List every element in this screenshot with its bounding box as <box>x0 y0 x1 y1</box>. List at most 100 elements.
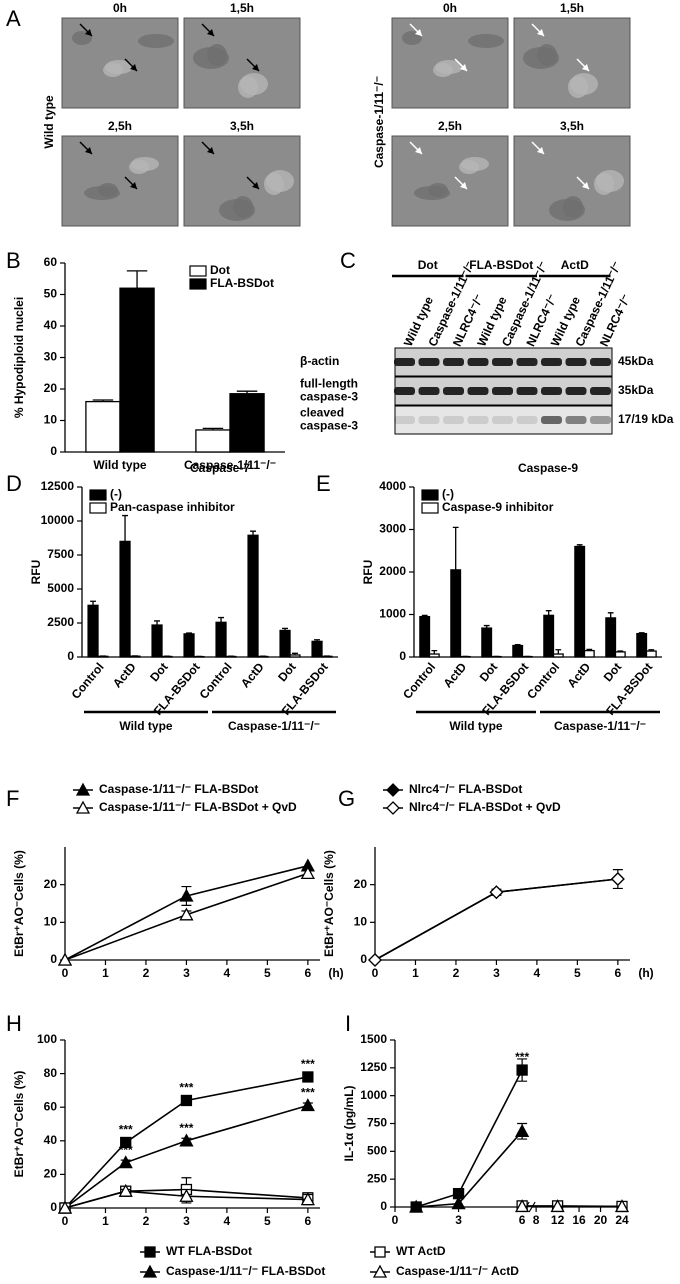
row-label: β-actin <box>300 354 339 368</box>
chart-title: Caspase-9 <box>518 461 578 475</box>
legend-swatch <box>89 502 107 514</box>
y-axis-label: EtBr⁺AO⁻Cells (%) <box>12 1071 26 1178</box>
series-line <box>64 1104 309 1209</box>
row-label: full-length <box>300 377 358 391</box>
cell <box>568 76 588 98</box>
legend-label: Nlrc4⁻/⁻ FLA-BSDot + QvD <box>409 800 561 814</box>
cell <box>129 160 149 174</box>
series-line <box>416 1130 523 1208</box>
error-bar <box>555 649 562 655</box>
micrograph <box>391 135 509 227</box>
bar <box>645 650 657 658</box>
panel-letter: I <box>345 1011 351 1036</box>
cell <box>523 47 559 69</box>
legend-label: Caspase-9 inhibitor <box>442 500 554 514</box>
y-axis-label: IL-1α (pg/mL) <box>342 1085 356 1161</box>
panel-letter: H <box>6 1011 22 1036</box>
marker <box>372 1264 388 1278</box>
error-bar <box>421 614 428 617</box>
band <box>443 387 464 395</box>
error-bar <box>250 530 257 536</box>
group-label: ActD <box>561 258 589 272</box>
series-line <box>415 1069 523 1208</box>
band <box>492 416 513 424</box>
marker <box>57 952 73 966</box>
arrow-head <box>130 64 137 71</box>
x-tick-label: 1 <box>412 966 419 980</box>
x-tick-label: 3 <box>183 966 190 980</box>
bar <box>419 615 431 658</box>
group-label: FLA-BSDot <box>469 258 533 272</box>
annotation: *** <box>179 1121 193 1135</box>
legend-label: (-) <box>442 487 454 501</box>
marker <box>550 1199 565 1213</box>
row-label: Caspase-1/11⁻/⁻ <box>372 76 386 168</box>
bar <box>279 629 291 658</box>
x-tick-label: Dot <box>601 660 625 684</box>
band <box>541 387 562 395</box>
legend-label: Caspase-1/11⁻/⁻ FLA-BSDot <box>99 782 258 796</box>
band <box>590 416 611 424</box>
x-tick-label: Control <box>524 660 562 702</box>
group-label: Caspase-1/11⁻/⁻ <box>554 719 646 733</box>
panel-letter: A <box>6 6 21 31</box>
x-tick-label: 1 <box>102 1214 109 1228</box>
band <box>443 358 464 366</box>
panel-letter: G <box>338 786 355 811</box>
legend-swatch <box>421 489 439 501</box>
marker <box>57 1200 73 1214</box>
marker <box>179 907 194 921</box>
x-tick-label: 3 <box>493 966 500 980</box>
marker <box>374 1246 386 1258</box>
error-bar <box>236 390 258 394</box>
error-bar <box>648 649 655 652</box>
legend-label: WT FLA-BSDot <box>166 1244 252 1258</box>
marker <box>302 1071 314 1083</box>
cell <box>219 199 255 221</box>
x-tick-label: ActD <box>564 660 593 691</box>
group-label: Wild type <box>119 719 173 733</box>
y-axis-label: % Hypodiploid nuclei <box>12 297 26 418</box>
bar <box>183 633 195 658</box>
marker <box>614 1199 630 1213</box>
series-line <box>64 1076 309 1209</box>
y-axis-label: EtBr⁺AO⁻Cells (%) <box>12 850 26 957</box>
cell <box>468 34 504 48</box>
bar <box>428 653 440 658</box>
marker <box>516 1064 528 1076</box>
x-tick-label: Control <box>400 660 438 702</box>
band <box>516 416 538 424</box>
y-tick-label: 60 <box>44 255 58 269</box>
band <box>565 387 587 395</box>
y-tick-label: 40 <box>44 1133 58 1147</box>
y-tick-label: 0 <box>380 1199 387 1213</box>
error-bar <box>154 620 161 626</box>
panel-letter: B <box>6 248 21 273</box>
error-bar <box>452 526 459 570</box>
band <box>443 416 464 424</box>
y-axis-label: RFU <box>361 560 375 585</box>
error-bar <box>483 624 490 629</box>
y-tick-label: 100 <box>37 1032 57 1046</box>
group-label: Caspase-1/11⁻/⁻ <box>228 719 320 733</box>
marker <box>75 782 91 796</box>
band <box>516 358 538 366</box>
error-bar <box>291 652 298 655</box>
y-tick-label: 250 <box>367 1171 387 1185</box>
x-tick-label: Dot <box>477 660 501 684</box>
error-bar <box>431 649 438 655</box>
x-tick-label: 4 <box>534 966 541 980</box>
blot <box>394 405 613 435</box>
x-tick-label: 5 <box>264 1214 271 1228</box>
y-tick-label: 40 <box>44 318 58 332</box>
time-label: 2,5h <box>438 119 462 133</box>
x-tick-label: 5 <box>264 966 271 980</box>
x-tick-label: Wild type <box>93 458 147 472</box>
bar <box>481 627 493 658</box>
y-tick-label: 10 <box>354 915 368 929</box>
x-tick-label: 6 <box>305 1214 312 1228</box>
x-tick-label: ActD <box>238 660 267 691</box>
cell <box>459 160 479 174</box>
y-tick-label: 0 <box>50 1200 57 1214</box>
cell <box>138 34 174 48</box>
